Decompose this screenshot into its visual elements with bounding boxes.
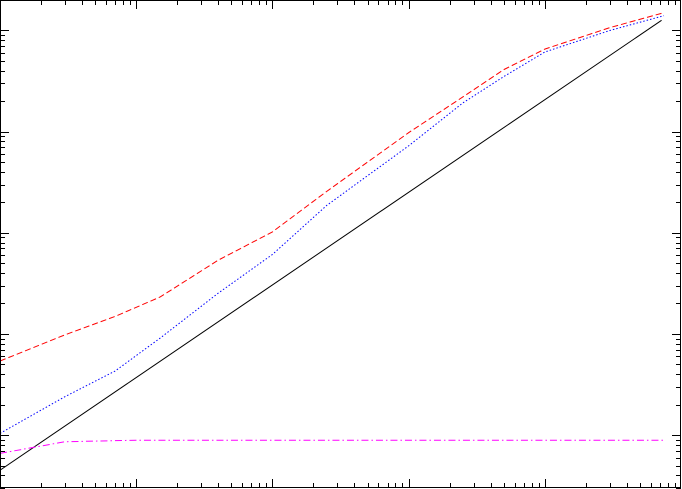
- series-layer: [0, 12, 665, 471]
- series-line-4: [0, 439, 664, 454]
- series-line-1: [0, 19, 662, 471]
- series-line-2: [0, 12, 665, 362]
- series-line-3: [0, 15, 665, 434]
